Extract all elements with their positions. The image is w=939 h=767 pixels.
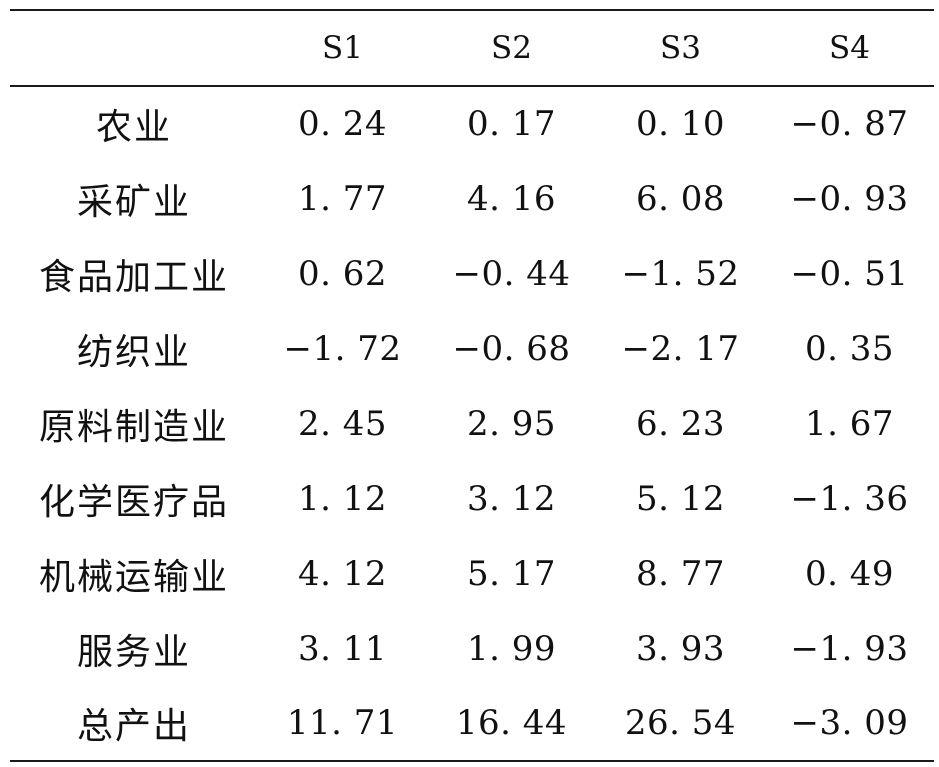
- table-cell: 11. 71: [286, 703, 399, 743]
- table-row: 总产出 11. 71 16. 44 26. 54 −3. 09: [10, 686, 934, 761]
- row-label: 机械运输业: [38, 556, 229, 598]
- table-row: 采矿业 1. 77 4. 16 6. 08 −0. 93: [10, 161, 934, 236]
- table-cell: 5. 12: [635, 478, 725, 519]
- table-row: 机械运输业 4. 12 5. 17 8. 77 0. 49: [10, 536, 934, 611]
- table-cell: 3. 11: [297, 628, 387, 669]
- table-cell: −0. 44: [452, 253, 571, 294]
- row-label: 食品加工业: [38, 256, 229, 298]
- table-cell: 5. 17: [466, 553, 556, 594]
- table-cell: 3. 93: [635, 628, 725, 669]
- table-cell: −1. 93: [790, 628, 909, 669]
- header-cell-s1: S1: [322, 30, 363, 66]
- table-cell: 0. 49: [804, 553, 894, 594]
- table-cell: 16. 44: [455, 703, 568, 743]
- table-cell: 26. 54: [624, 703, 737, 743]
- data-table-container: S1 S2 S3 S4 农业 0. 24 0. 17 0. 10 −0. 87 …: [10, 9, 934, 762]
- table-cell: 2. 45: [297, 403, 387, 444]
- table-cell: 4. 12: [297, 553, 387, 594]
- table-cell: 0. 62: [297, 253, 387, 294]
- row-label: 采矿业: [76, 181, 191, 223]
- row-label: 原料制造业: [38, 406, 229, 448]
- table-row: 原料制造业 2. 45 2. 95 6. 23 1. 67: [10, 386, 934, 461]
- table-row: 食品加工业 0. 62 −0. 44 −1. 52 −0. 51: [10, 236, 934, 311]
- header-cell-s2: S2: [491, 30, 532, 66]
- table-cell: −3. 09: [790, 703, 909, 743]
- table-cell: 4. 16: [466, 178, 556, 219]
- table-row: 化学医疗品 1. 12 3. 12 5. 12 −1. 36: [10, 461, 934, 536]
- table-cell: 6. 23: [635, 403, 725, 444]
- table-cell: −0. 87: [790, 104, 909, 144]
- header-cell-s3: S3: [660, 30, 701, 66]
- table-row: 服务业 3. 11 1. 99 3. 93 −1. 93: [10, 611, 934, 686]
- row-label: 服务业: [76, 631, 191, 673]
- table-cell: 0. 17: [466, 104, 556, 144]
- table-row: 农业 0. 24 0. 17 0. 10 −0. 87: [10, 86, 934, 161]
- table-cell: 0. 35: [804, 328, 894, 369]
- row-label: 化学医疗品: [38, 481, 229, 523]
- header-row: S1 S2 S3 S4: [10, 10, 934, 86]
- table-cell: 0. 24: [297, 104, 387, 144]
- row-label: 纺织业: [76, 331, 191, 373]
- table-cell: −2. 17: [621, 328, 740, 369]
- table-cell: 2. 95: [466, 403, 556, 444]
- table-cell: 1. 99: [466, 628, 556, 669]
- table-cell: −1. 72: [283, 328, 402, 369]
- row-label: 总产出: [76, 706, 191, 747]
- table-cell: 3. 12: [466, 478, 556, 519]
- table-cell: −0. 93: [790, 178, 909, 219]
- table-body: 农业 0. 24 0. 17 0. 10 −0. 87 采矿业 1. 77 4.…: [10, 86, 934, 761]
- table-cell: 8. 77: [635, 553, 725, 594]
- row-label: 农业: [95, 107, 172, 148]
- header-cell-corner: [10, 10, 258, 86]
- data-table: S1 S2 S3 S4 农业 0. 24 0. 17 0. 10 −0. 87 …: [10, 9, 934, 762]
- table-cell: −0. 51: [790, 253, 909, 294]
- table-cell: 1. 67: [804, 403, 894, 444]
- table-cell: −1. 36: [790, 478, 909, 519]
- table-header: S1 S2 S3 S4: [10, 10, 934, 86]
- table-cell: 1. 77: [297, 178, 387, 219]
- table-cell: 0. 10: [635, 104, 725, 144]
- table-cell: 6. 08: [635, 178, 725, 219]
- table-row: 纺织业 −1. 72 −0. 68 −2. 17 0. 35: [10, 311, 934, 386]
- table-cell: 1. 12: [297, 478, 387, 519]
- header-cell-s4: S4: [829, 30, 870, 66]
- table-cell: −1. 52: [621, 253, 740, 294]
- table-cell: −0. 68: [452, 328, 571, 369]
